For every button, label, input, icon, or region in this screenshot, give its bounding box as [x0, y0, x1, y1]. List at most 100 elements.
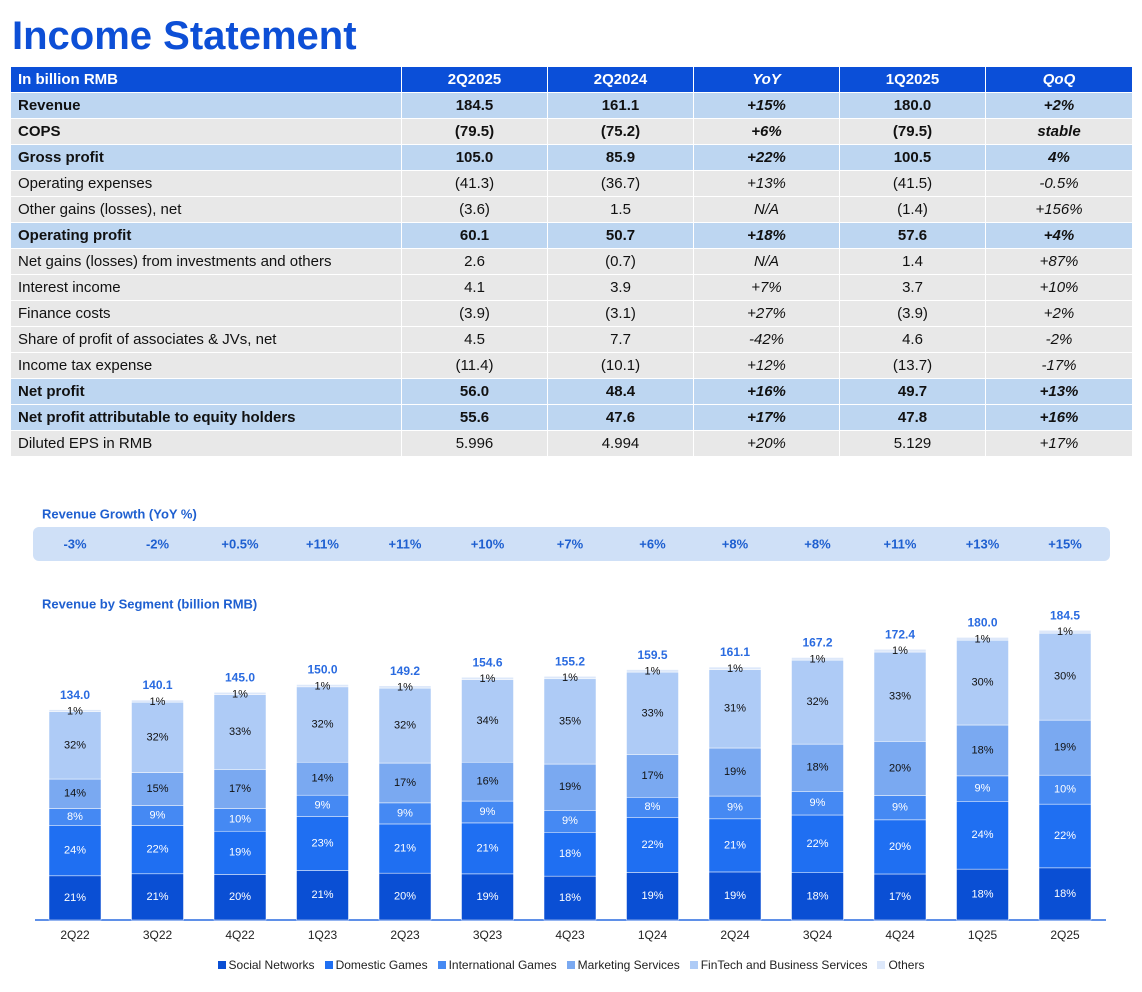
table-cell: Gross profit: [10, 144, 402, 171]
chart-title: Revenue by Segment (billion RMB): [42, 596, 257, 611]
segment-label: 18%: [971, 888, 993, 900]
legend-label: Social Networks: [228, 958, 315, 972]
segment-label: 19%: [724, 890, 746, 902]
bar-segment: [461, 822, 514, 875]
bar-segment: [708, 871, 762, 921]
bar-stack: [1038, 630, 1092, 921]
bar-segment: [873, 873, 927, 921]
table-row: Interest income 4.1 3.9 +7% 3.7 +10%: [10, 274, 1133, 301]
bar-segment: [626, 754, 679, 798]
table-cell: 2.6: [401, 248, 548, 275]
total-label: 155.2: [555, 655, 585, 669]
legend-swatch: [689, 961, 698, 969]
segment-label: 9%: [315, 800, 331, 812]
chart: Revenue Growth (YoY %) Revenue by Segmen…: [33, 506, 1110, 942]
segment-label: 19%: [641, 890, 663, 902]
total-label: 184.5: [1050, 609, 1080, 623]
segment-label: 1%: [975, 633, 991, 645]
legend-swatch: [217, 961, 226, 969]
segment-label: 9%: [150, 809, 166, 821]
bar-segment: [1038, 630, 1092, 634]
bar-segment: [873, 795, 927, 821]
table-cell: 1.5: [547, 196, 694, 223]
segment-label: 32%: [146, 731, 168, 743]
table-cell: 85.9: [547, 144, 694, 171]
segment-label: 20%: [229, 891, 251, 903]
table-cell: COPS: [10, 118, 402, 145]
bar-segment: [48, 711, 102, 780]
segment-label: 18%: [1054, 888, 1076, 900]
growth-value: +0.5%: [221, 536, 259, 551]
table-cell: 180.0: [839, 92, 986, 119]
segment-label: 21%: [394, 842, 416, 854]
total-label: 161.1: [720, 645, 750, 659]
table-cell: +17%: [693, 404, 840, 431]
table-cell: Operating profit: [10, 222, 402, 249]
table-cell: 184.5: [401, 92, 548, 119]
bar-segment: [708, 818, 762, 873]
bar-segment: [213, 769, 267, 809]
bar-stack: [296, 684, 349, 921]
segment-label: 20%: [889, 762, 911, 774]
table-cell: +20%: [693, 430, 840, 457]
legend-swatch: [324, 961, 333, 969]
bar-stack: [626, 669, 679, 921]
bar-segment: [378, 687, 432, 764]
table-cell: Net profit: [10, 378, 402, 405]
segment-label: 19%: [1054, 742, 1076, 754]
x-tick-label: 4Q23: [555, 928, 585, 942]
bar-segment: [791, 659, 844, 745]
bar-stack: [461, 677, 514, 921]
bar-segment: [626, 872, 679, 921]
segment-label: 1%: [892, 645, 908, 657]
total-label: 140.1: [142, 678, 172, 692]
table-cell: 48.4: [547, 378, 694, 405]
legend-label: Others: [888, 958, 925, 972]
bar-segment: [131, 699, 184, 703]
bar-stack: [956, 637, 1009, 921]
table-cell: +18%: [693, 222, 840, 249]
bar-segment: [378, 762, 432, 804]
total-label: 167.2: [802, 636, 832, 650]
segment-label: 15%: [146, 783, 168, 795]
segment-label: 32%: [806, 696, 828, 708]
table-cell: +2%: [985, 300, 1133, 327]
bar-segment: [48, 709, 102, 712]
table-row: Net profit 56.0 48.4 +16% 49.7 +13%: [10, 378, 1133, 405]
segment-label: 20%: [889, 841, 911, 853]
segment-label: 24%: [971, 829, 993, 841]
segment-label: 1%: [810, 653, 826, 665]
legend-label: Marketing Services: [577, 958, 680, 972]
bar-segment: [956, 637, 1009, 641]
segment-label: 19%: [229, 847, 251, 859]
growth-title: Revenue Growth (YoY %): [42, 506, 197, 521]
table-cell: (13.7): [839, 352, 986, 379]
segment-label: 18%: [559, 848, 581, 860]
table-cell: 3.9: [547, 274, 694, 301]
segment-label: 33%: [641, 707, 663, 719]
growth-value: +7%: [557, 536, 584, 551]
header-cell: 1Q2025: [839, 66, 986, 93]
table-cell: (41.3): [401, 170, 548, 197]
table-cell: +156%: [985, 196, 1133, 223]
table-cell: 49.7: [839, 378, 986, 405]
bar-segment: [873, 819, 927, 875]
growth-value: +11%: [884, 536, 917, 551]
segment-label: 1%: [232, 688, 248, 700]
total-label: 149.2: [390, 664, 420, 678]
segment-label: 14%: [64, 788, 86, 800]
table-row: Operating expenses (41.3) (36.7) +13% (41.5)…: [10, 170, 1133, 197]
table-cell: (41.5): [839, 170, 986, 197]
segment-label: 32%: [394, 719, 416, 731]
growth-value: +15%: [1048, 536, 1082, 551]
bar-segment: [791, 743, 844, 792]
growth-value: -2%: [146, 536, 170, 551]
segment-label: 30%: [1054, 671, 1076, 683]
header-cell: QoQ: [985, 66, 1133, 93]
bar-segment: [296, 816, 349, 871]
table-row: Net profit attributable to equity holder…: [10, 404, 1133, 431]
table-cell: (3.1): [547, 300, 694, 327]
table-cell: Diluted EPS in RMB: [10, 430, 402, 457]
bar-segment: [461, 679, 514, 763]
